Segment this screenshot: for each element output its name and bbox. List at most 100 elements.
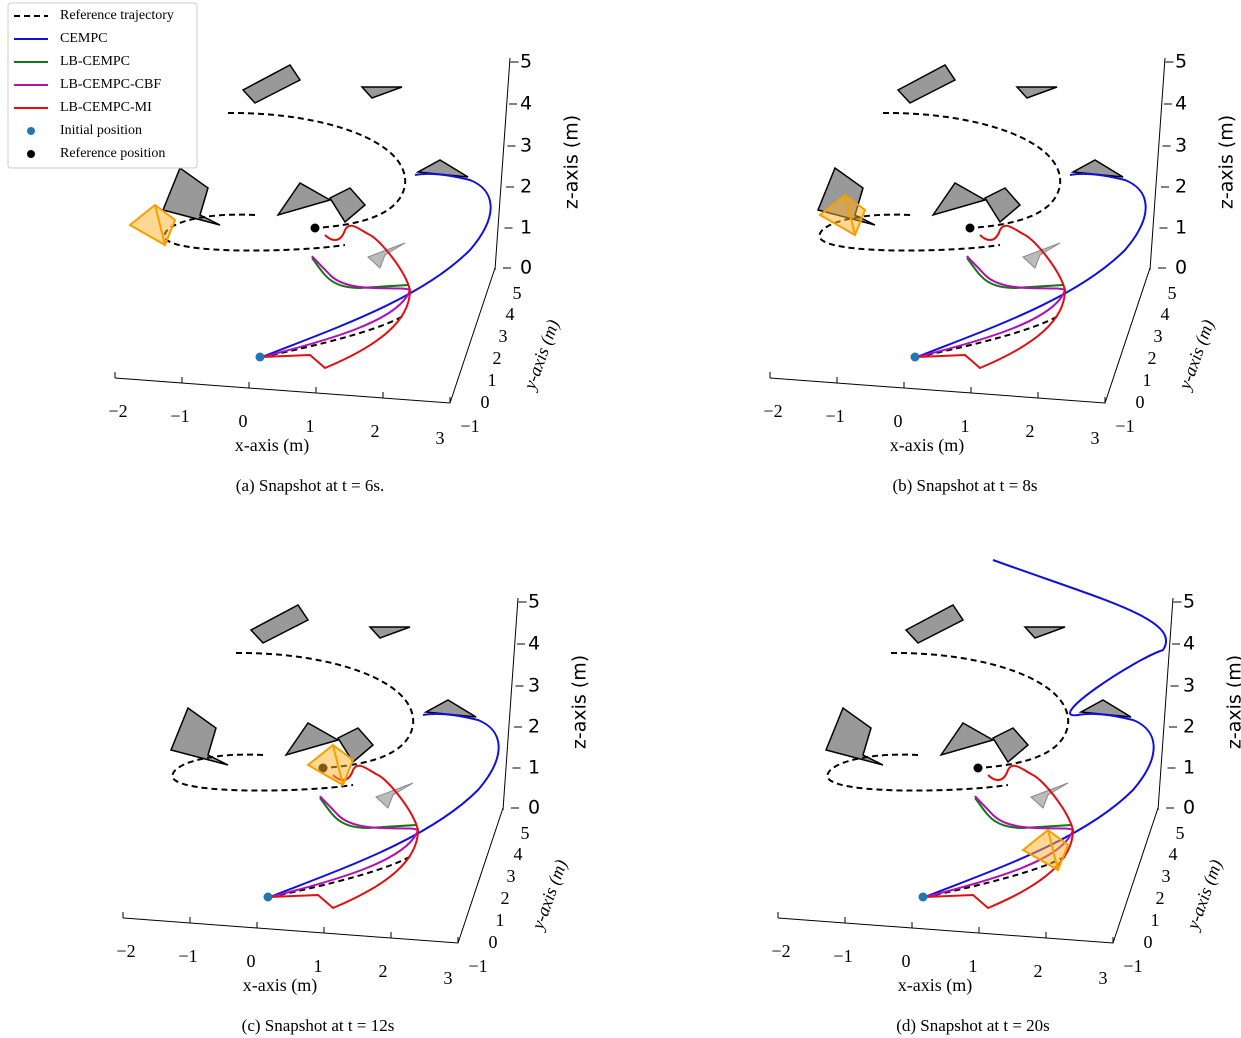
- x-tick-label: −1: [833, 946, 852, 966]
- lb-cempc-trajectory: [311, 257, 409, 290]
- initial-position: [910, 352, 920, 362]
- lb-cempc-mi-trajectory: [924, 764, 1075, 910]
- y-tick-label: 1: [1143, 370, 1152, 390]
- obstacle: [368, 626, 411, 639]
- z-tick-label: 3: [1183, 675, 1195, 697]
- legend: Reference trajectory CEMPC LB-CEMPC LB-CEMP…: [7, 2, 198, 169]
- y-tick-label: −1: [468, 956, 487, 976]
- z-axis-title: z-axis (m): [1224, 655, 1241, 749]
- x-tick-label: 1: [969, 956, 978, 976]
- lb-cempc-cbf-trajectory: [924, 795, 1075, 898]
- obstacle: [904, 604, 965, 644]
- x-tick-label: 0: [239, 411, 248, 431]
- x-tick-label: −2: [108, 401, 127, 421]
- y-tick-label: 4: [506, 304, 515, 324]
- obstacle-light: [367, 242, 406, 269]
- z-tick-label: 4: [1183, 633, 1195, 655]
- x-tick-label: 0: [247, 951, 256, 971]
- cempc-trajectory: [269, 712, 500, 898]
- z-tick-label: 5: [528, 591, 540, 613]
- x-tick-label: 3: [1091, 428, 1100, 448]
- reference-position: [310, 223, 320, 233]
- obstacle: [991, 727, 1030, 764]
- y-tick-label: 0: [1136, 392, 1145, 412]
- y-tick-label: 3: [1154, 326, 1163, 346]
- obstacle: [939, 722, 995, 757]
- x-tick-label: −1: [170, 406, 189, 426]
- x-axis-title: x-axis (m): [890, 435, 964, 456]
- y-axis-title: y-axis (m): [527, 857, 572, 934]
- x-tick-label: 1: [314, 956, 323, 976]
- obstacle: [336, 727, 375, 764]
- y-tick-label: 3: [499, 326, 508, 346]
- lb-cempc-cbf-trajectory: [261, 255, 412, 358]
- y-tick-label: 5: [521, 823, 530, 843]
- x-tick-label: 3: [1099, 968, 1108, 988]
- x-tick-label: −2: [116, 941, 135, 961]
- initial-position: [918, 892, 928, 902]
- cempc-trajectory: [261, 172, 492, 358]
- lb-cempc-mi-trajectory: [269, 764, 420, 910]
- x-tick-label: 3: [444, 968, 453, 988]
- lb-cempc-trajectory: [319, 797, 417, 830]
- z-tick-label: 0: [528, 797, 540, 819]
- initial-position: [263, 892, 273, 902]
- x-tick-label: 1: [961, 416, 970, 436]
- caption: (c) Snapshot at t = 12s: [242, 1016, 395, 1035]
- obstacle: [169, 706, 229, 766]
- y-tick-label: 5: [1176, 823, 1185, 843]
- lb-cempc-trajectory: [966, 257, 1064, 290]
- y-axis-title: y-axis (m): [1174, 317, 1219, 394]
- legend-label: LB-CEMPC: [60, 54, 130, 69]
- obstacle: [328, 187, 367, 224]
- obstacle: [284, 722, 340, 757]
- obstacle: [824, 706, 884, 766]
- cempc-trajectory: [916, 172, 1147, 358]
- caption: (a) Snapshot at t = 6s.: [236, 476, 384, 495]
- y-tick-label: 0: [489, 932, 498, 952]
- drone: [306, 743, 355, 787]
- obstacle-light: [1030, 782, 1069, 809]
- z-axis-title: z-axis (m): [569, 655, 591, 749]
- x-tick-label: −2: [771, 941, 790, 961]
- z-tick-label: 4: [528, 633, 540, 655]
- y-tick-label: 4: [1161, 304, 1170, 324]
- x-tick-label: 2: [379, 961, 388, 981]
- obstacle-light: [375, 782, 414, 809]
- obstacle: [896, 64, 957, 104]
- z-tick-label: 1: [1175, 217, 1187, 239]
- z-tick-label: 0: [520, 257, 532, 279]
- lb-cempc-cbf-trajectory: [916, 255, 1067, 358]
- legend-label: LB-CEMPC-CBF: [60, 77, 161, 92]
- y-tick-label: 1: [496, 910, 505, 930]
- obstacle: [161, 166, 221, 226]
- reference-position: [965, 223, 975, 233]
- x-tick-label: 1: [306, 416, 315, 436]
- y-tick-label: −1: [460, 416, 479, 436]
- legend-label: Initial position: [60, 123, 142, 138]
- y-tick-label: 3: [1162, 866, 1171, 886]
- y-tick-label: 4: [514, 844, 523, 864]
- legend-label: Reference trajectory: [60, 8, 174, 23]
- z-tick-label: 1: [520, 217, 532, 239]
- x-tick-label: −2: [763, 401, 782, 421]
- lb-cempc-mi-trajectory: [261, 224, 412, 370]
- x-tick-label: 2: [371, 421, 380, 441]
- legend-frame: [7, 2, 198, 169]
- z-tick-label: 2: [528, 716, 540, 738]
- x-tick-label: 0: [902, 951, 911, 971]
- caption: (d) Snapshot at t = 20s: [896, 1016, 1050, 1035]
- cempc-trajectory: [924, 559, 1167, 898]
- obstacle: [983, 187, 1022, 224]
- y-tick-label: 2: [1148, 348, 1157, 368]
- drone: [1021, 828, 1070, 872]
- drone: [128, 203, 177, 247]
- x-axis-title: x-axis (m): [898, 975, 972, 996]
- y-tick-label: 1: [1151, 910, 1160, 930]
- obstacle: [276, 182, 332, 217]
